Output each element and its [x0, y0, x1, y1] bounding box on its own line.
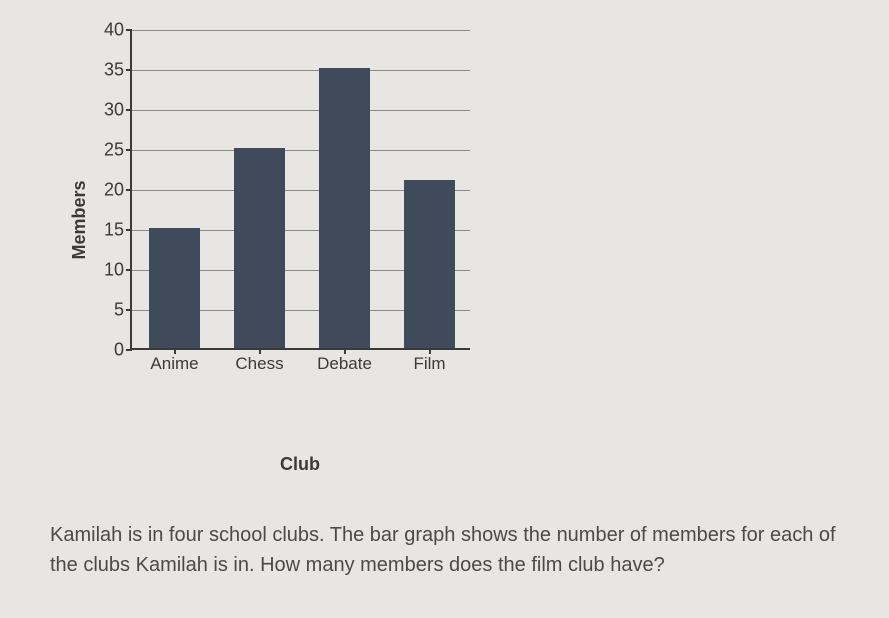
x-tick-mark — [344, 348, 346, 354]
y-tick-label: 35 — [104, 60, 124, 81]
x-tick-mark — [259, 348, 261, 354]
gridline — [132, 30, 470, 31]
y-tick-label: 25 — [104, 140, 124, 161]
x-tick-label: Anime — [150, 354, 198, 374]
gridline — [132, 110, 470, 111]
y-tick-label: 0 — [114, 340, 124, 361]
y-axis-label: Members — [69, 180, 90, 259]
y-tick-mark — [126, 109, 132, 111]
bar — [404, 180, 455, 348]
y-tick-mark — [126, 29, 132, 31]
plot-area: 0510152025303540AnimeChessDebateFilm — [130, 30, 470, 350]
bar — [319, 68, 370, 348]
y-tick-mark — [126, 149, 132, 151]
y-tick-label: 10 — [104, 260, 124, 281]
x-tick-label: Debate — [317, 354, 372, 374]
y-tick-mark — [126, 229, 132, 231]
y-tick-label: 40 — [104, 20, 124, 41]
bar-chart: Members 0510152025303540AnimeChessDebate… — [70, 20, 490, 420]
y-tick-mark — [126, 349, 132, 351]
question-text: Kamilah is in four school clubs. The bar… — [50, 520, 859, 580]
y-tick-label: 20 — [104, 180, 124, 201]
y-tick-mark — [126, 189, 132, 191]
y-tick-label: 30 — [104, 100, 124, 121]
y-tick-mark — [126, 269, 132, 271]
y-tick-mark — [126, 69, 132, 71]
y-tick-label: 5 — [114, 300, 124, 321]
gridline — [132, 70, 470, 71]
x-axis-label: Club — [280, 454, 320, 475]
y-tick-mark — [126, 309, 132, 311]
y-tick-label: 15 — [104, 220, 124, 241]
x-tick-label: Chess — [235, 354, 283, 374]
x-tick-mark — [174, 348, 176, 354]
x-tick-mark — [429, 348, 431, 354]
bar — [149, 228, 200, 348]
gridline — [132, 150, 470, 151]
bar — [234, 148, 285, 348]
x-tick-label: Film — [413, 354, 445, 374]
